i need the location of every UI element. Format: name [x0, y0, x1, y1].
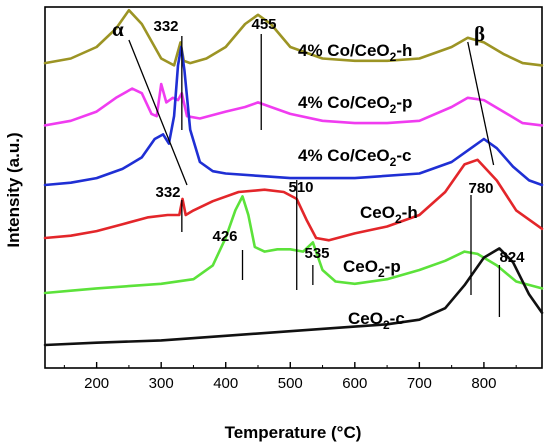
series-label: 4% Co/CeO2-h: [298, 41, 412, 64]
beta-trend-line: [467, 41, 495, 166]
series-label: 4% Co/CeO2-p: [298, 93, 412, 116]
peak-temperature-label: 824: [499, 249, 525, 266]
marker-lines-layer: [128, 34, 501, 317]
peak-temperature-label: 332: [153, 18, 178, 35]
x-tick-label: 700: [407, 375, 432, 392]
peak-temperature-label: 426: [212, 228, 237, 245]
peak-region-label: α: [112, 17, 124, 41]
x-axis-title: Temperature (°C): [225, 423, 362, 442]
series-layer: [43, 8, 544, 347]
y-axis-title: Intensity (a.u.): [4, 132, 23, 247]
series-label: CeO2-h: [360, 203, 418, 226]
peak-temperature-label: 455: [251, 16, 276, 33]
plot-frame: [44, 6, 543, 369]
x-tick-label: 500: [278, 375, 303, 392]
peak-region-label: β: [474, 22, 485, 46]
series-line: [43, 195, 544, 295]
annotations-layer: α β 332 455 332 510 780 426 535 824: [112, 16, 525, 266]
series-label: CeO2-c: [348, 309, 405, 332]
peak-temperature-label: 510: [288, 179, 313, 196]
series-line: [43, 247, 544, 347]
series-line: [43, 158, 544, 242]
peak-temperature-label: 332: [155, 184, 180, 201]
x-tick-label: 400: [213, 375, 238, 392]
peak-temperature-label: 535: [304, 245, 329, 262]
peak-temperature-label: 780: [468, 180, 493, 197]
series-label: CeO2-p: [343, 257, 401, 280]
series-line: [43, 82, 544, 127]
x-tick-label: 600: [342, 375, 367, 392]
x-tick-label: 800: [471, 375, 496, 392]
series-labels-layer: 4% Co/CeO2-h 4% Co/CeO2-p 4% Co/CeO2-c CeO2…: [298, 41, 418, 332]
series-line: [43, 8, 544, 67]
series-label: 4% Co/CeO2-c: [298, 146, 411, 169]
x-tick-label: 300: [149, 375, 174, 392]
alpha-trend-line: [128, 39, 188, 186]
series-line: [43, 45, 544, 187]
x-tick-label: 200: [84, 375, 109, 392]
x-axis-ticks: 200 300 400 500 600 700 800: [63, 362, 517, 392]
